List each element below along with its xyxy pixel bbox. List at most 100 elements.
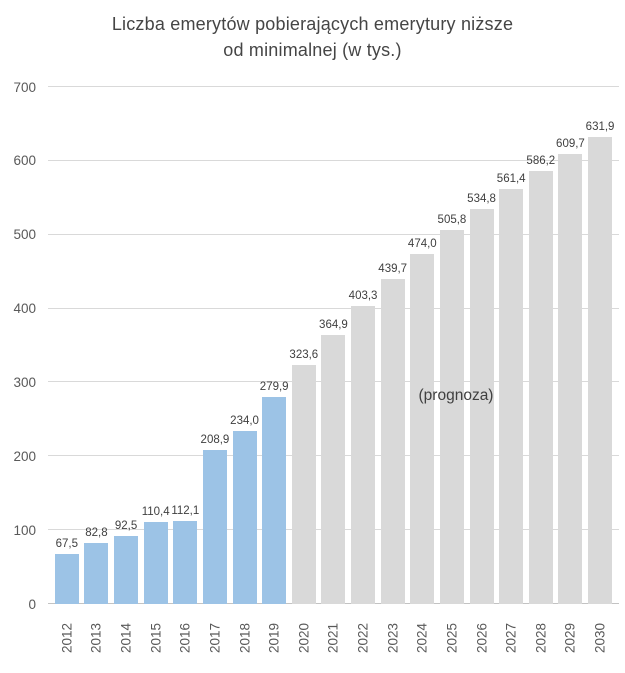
y-tick-label: 400 — [13, 300, 36, 316]
x-tick-slot: 2019 — [259, 607, 289, 669]
bar-slot: 439,7 — [378, 87, 408, 604]
y-axis: 0 100 200 300 400 500 600 700 — [0, 80, 40, 610]
x-tick-label: 2019 — [266, 622, 282, 654]
bar-slot: 561,4 — [496, 87, 526, 604]
y-tick-label: 500 — [13, 226, 36, 242]
bars-row: 67,5 82,8 92,5 110,4 112,1 208,9 234,0 279,9 323… — [48, 87, 619, 604]
bar-slot: 474,0 — [408, 87, 438, 604]
bar-slot: 279,9 — [259, 87, 289, 604]
x-tick-slot: 2016 — [171, 607, 201, 669]
bar-forecast — [558, 153, 583, 604]
bar-slot: 208,9 — [200, 87, 230, 604]
x-tick-label: 2026 — [474, 622, 490, 654]
bar-value-label: 586,2 — [526, 155, 556, 168]
bar-forecast — [499, 189, 524, 604]
y-tick-label: 300 — [13, 374, 36, 390]
x-tick-slot: 2023 — [378, 607, 408, 669]
bar-slot: 505,8 — [437, 87, 467, 604]
x-tick-label: 2021 — [325, 622, 341, 654]
x-tick-slot: 2021 — [319, 607, 349, 669]
y-tick-label: 700 — [13, 79, 36, 95]
x-tick-slot: 2017 — [200, 607, 230, 669]
x-tick-slot: 2012 — [52, 607, 82, 669]
x-tick-slot: 2025 — [437, 607, 467, 669]
x-tick-label: 2030 — [592, 622, 608, 654]
gridline — [48, 307, 619, 309]
x-tick-slot: 2029 — [556, 607, 586, 669]
x-tick-label: 2017 — [207, 622, 223, 654]
x-tick-label: 2015 — [148, 622, 164, 654]
x-tick-slot: 2013 — [82, 607, 112, 669]
x-tick-label: 2012 — [59, 622, 75, 654]
bar-value-label: 364,9 — [319, 318, 348, 331]
bar-slot: 403,3 — [348, 87, 378, 604]
chart-title-line1: Liczba emerytów pobierających emerytury … — [111, 14, 514, 34]
bar-forecast — [410, 253, 435, 604]
x-tick-slot: 2018 — [230, 607, 260, 669]
bar-slot: 631,9 — [585, 87, 615, 604]
x-tick-slot: 2026 — [467, 607, 497, 669]
bar-forecast — [321, 334, 346, 604]
bar-actual — [114, 535, 139, 604]
x-tick-slot: 2014 — [111, 607, 141, 669]
bar-slot: 92,5 — [111, 87, 141, 604]
x-tick-slot: 2020 — [289, 607, 319, 669]
bar-value-label: 609,7 — [556, 137, 585, 150]
bar-value-label: 110,4 — [141, 506, 170, 519]
x-tick-label: 2028 — [533, 622, 549, 654]
bar-forecast — [588, 137, 613, 604]
bar-slot: 67,5 — [52, 87, 82, 604]
x-tick-label: 2027 — [503, 622, 519, 654]
x-tick-label: 2018 — [237, 622, 253, 654]
bar-value-label: 534,8 — [467, 193, 496, 206]
x-tick-label: 2022 — [355, 622, 371, 654]
x-tick-label: 2014 — [118, 622, 134, 654]
bar-actual — [143, 522, 168, 604]
bar-value-label: 505,8 — [437, 214, 467, 227]
y-tick-label: 100 — [13, 522, 36, 538]
x-tick-slot: 2022 — [348, 607, 378, 669]
chart-title: Liczba emerytów pobierających emerytury … — [0, 11, 625, 63]
forecast-annotation: (prognoza) — [418, 387, 494, 404]
bar-forecast — [528, 171, 553, 604]
bar-forecast — [469, 209, 494, 604]
bar-actual — [262, 397, 287, 604]
x-tick-label: 2016 — [177, 622, 193, 654]
bar-slot: 110,4 — [141, 87, 171, 604]
bar-slot: 112,1 — [171, 87, 201, 604]
bar-slot: 534,8 — [467, 87, 497, 604]
y-tick-label: 0 — [28, 596, 36, 612]
bar-forecast — [291, 365, 316, 604]
y-tick-label: 600 — [13, 153, 36, 169]
x-tick-slot: 2030 — [585, 607, 615, 669]
bar-forecast — [380, 279, 405, 604]
bar-value-label: 439,7 — [378, 263, 408, 276]
y-tick-label: 200 — [13, 448, 36, 464]
bar-value-label: 631,9 — [585, 121, 615, 134]
bar-actual — [84, 542, 109, 604]
x-tick-label: 2020 — [296, 622, 312, 654]
bar-value-label: 323,6 — [289, 349, 319, 361]
chart-title-line2: od minimalnej (w tys.) — [223, 40, 402, 60]
bar-actual — [54, 554, 79, 604]
x-tick-slot: 2024 — [408, 607, 438, 669]
gridline — [48, 159, 619, 161]
bar-value-label: 561,4 — [496, 173, 526, 186]
bar-value-label: 403,3 — [348, 290, 378, 303]
bar-value-label: 82,8 — [85, 526, 108, 539]
bar-value-label: 279,9 — [259, 381, 289, 394]
gridline — [48, 86, 619, 87]
x-tick-label: 2029 — [562, 622, 578, 654]
x-tick-label: 2023 — [385, 622, 401, 654]
x-tick-slot: 2028 — [526, 607, 556, 669]
bar-forecast — [439, 230, 464, 604]
bar-slot: 586,2 — [526, 87, 556, 604]
x-tick-slot: 2015 — [141, 607, 171, 669]
bar-actual — [232, 431, 257, 604]
gridline — [48, 233, 619, 235]
bar-value-label: 92,5 — [114, 519, 138, 532]
bar-slot: 234,0 — [230, 87, 260, 604]
bar-slot: 364,9 — [319, 87, 349, 604]
plot-area: 67,5 82,8 92,5 110,4 112,1 208,9 234,0 279,9 323… — [48, 86, 619, 604]
